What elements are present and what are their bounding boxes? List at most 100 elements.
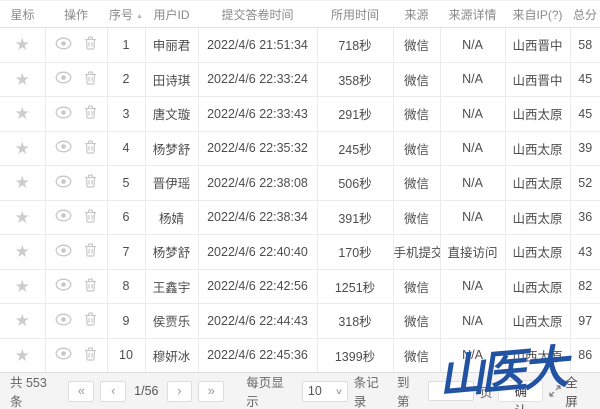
star-icon[interactable]: ★ [14,345,30,365]
cell-star: ★ [0,27,46,63]
total-count-label: 共 553 条 [10,376,47,409]
cell-ip: 山西太原 [505,165,571,201]
cell-score: 45 [570,96,600,132]
cell-duration: 245秒 [317,131,394,166]
cell-score: 52 [570,165,600,201]
cell-submit-time: 2022/4/6 21:51:34 [198,27,318,63]
cell-submit-time: 2022/4/6 22:40:40 [198,234,318,270]
fullscreen-control[interactable]: 全屏 [549,372,590,409]
sort-asc-icon[interactable]: ▲ [136,12,143,20]
cell-ip: 山西太原 [505,303,571,339]
delete-icon[interactable] [84,278,97,295]
cell-index: 9 [107,303,146,339]
view-icon[interactable] [55,244,72,260]
fullscreen-label: 全屏 [565,376,578,409]
cell-duration: 170秒 [317,234,394,270]
table-row: ★ 9 侯贾乐 2022/4/6 22:44:43 318秒 微信 N/ [0,303,600,339]
star-icon[interactable]: ★ [14,242,30,262]
cell-index: 7 [107,234,146,270]
delete-icon[interactable] [84,209,97,226]
cell-source: 微信 [393,27,441,63]
col-header-index[interactable]: 序号 ▲ [107,0,145,28]
view-icon[interactable] [55,278,72,294]
cell-user-id: 杨梦舒 [145,131,199,166]
next-page-button[interactable]: › [166,380,193,402]
cell-source-detail: N/A [440,165,506,201]
cell-submit-time: 2022/4/6 22:42:56 [198,269,318,304]
cell-ip: 山西太原 [505,338,571,373]
cell-ip: 山西太原 [505,200,571,235]
cell-user-id: 申丽君 [145,27,199,63]
cell-index: 4 [107,131,146,166]
star-icon[interactable]: ★ [14,69,30,89]
cell-duration: 391秒 [317,200,394,235]
star-icon[interactable]: ★ [14,276,30,296]
cell-index: 6 [107,200,146,235]
delete-icon[interactable] [84,140,97,157]
cell-source-detail: N/A [440,303,506,339]
view-icon[interactable] [55,106,72,122]
view-icon[interactable] [55,140,72,156]
delete-icon[interactable] [84,71,97,88]
cell-ip: 山西太原 [505,131,571,166]
cell-ip: 山西晋中 [505,27,571,63]
delete-icon[interactable] [84,347,97,364]
goto-label: 到第 [396,376,410,409]
star-icon[interactable]: ★ [14,207,30,227]
cell-star: ★ [0,234,46,270]
cell-ip: 山西太原 [505,234,571,270]
per-page-value: 10 [307,384,322,398]
per-page-select[interactable]: 10 ∨ [301,380,348,402]
col-header-star: 星标 [0,0,45,28]
table-row: ★ 10 穆妍冰 2022/4/6 22:45:36 1399秒 微信 [0,338,600,373]
view-icon[interactable] [55,313,72,329]
prev-page-button[interactable]: ‹ [100,380,127,402]
responses-table: 星标 操作 序号 ▲ 用户ID 提交答卷时间 所用时间 来源 来源详情 来自IP(… [0,0,600,373]
cell-duration: 318秒 [317,303,394,339]
delete-icon[interactable] [84,105,97,122]
cell-user-id: 杨婧 [145,200,199,235]
cell-source-detail: N/A [440,338,506,373]
cell-star: ★ [0,200,46,235]
col-header-submit-time: 提交答卷时间 [198,0,317,28]
star-icon[interactable]: ★ [14,173,30,193]
cell-duration: 291秒 [317,96,394,132]
star-icon[interactable]: ★ [14,138,30,158]
chevron-down-icon: ∨ [334,386,343,396]
view-icon[interactable] [55,209,72,225]
col-header-ip: 来自IP(?) [505,0,570,28]
star-icon[interactable]: ★ [14,35,30,55]
delete-icon[interactable] [84,312,97,329]
cell-source: 微信 [393,131,441,166]
delete-icon[interactable] [84,174,97,191]
view-icon[interactable] [55,37,72,53]
cell-user-id: 侯贾乐 [145,303,199,339]
view-icon[interactable] [55,175,72,191]
cell-ip: 山西晋中 [505,62,571,97]
cell-actions [45,338,108,373]
star-icon[interactable]: ★ [14,311,30,331]
col-header-actions: 操作 [45,0,107,28]
cell-index: 10 [107,338,146,373]
view-icon[interactable] [55,71,72,87]
confirm-button[interactable]: 确认 [498,380,544,409]
col-header-user-id: 用户ID [145,0,198,28]
cell-source-detail: N/A [440,27,506,63]
goto-page-input[interactable] [427,381,474,401]
delete-icon[interactable] [84,243,97,260]
cell-source: 微信 [393,269,441,304]
view-icon[interactable] [55,347,72,363]
cell-score: 45 [570,62,600,97]
cell-source-detail: N/A [440,269,506,304]
first-page-button[interactable]: « [68,380,95,402]
cell-score: 86 [570,338,600,373]
star-icon[interactable]: ★ [14,104,30,124]
delete-icon[interactable] [84,36,97,53]
cell-actions [45,269,108,304]
cell-star: ★ [0,96,46,132]
last-page-button[interactable]: » [198,380,225,402]
cell-submit-time: 2022/4/6 22:38:08 [198,165,318,201]
cell-star: ★ [0,62,46,97]
cell-submit-time: 2022/4/6 22:33:24 [198,62,318,97]
cell-submit-time: 2022/4/6 22:44:43 [198,303,318,339]
